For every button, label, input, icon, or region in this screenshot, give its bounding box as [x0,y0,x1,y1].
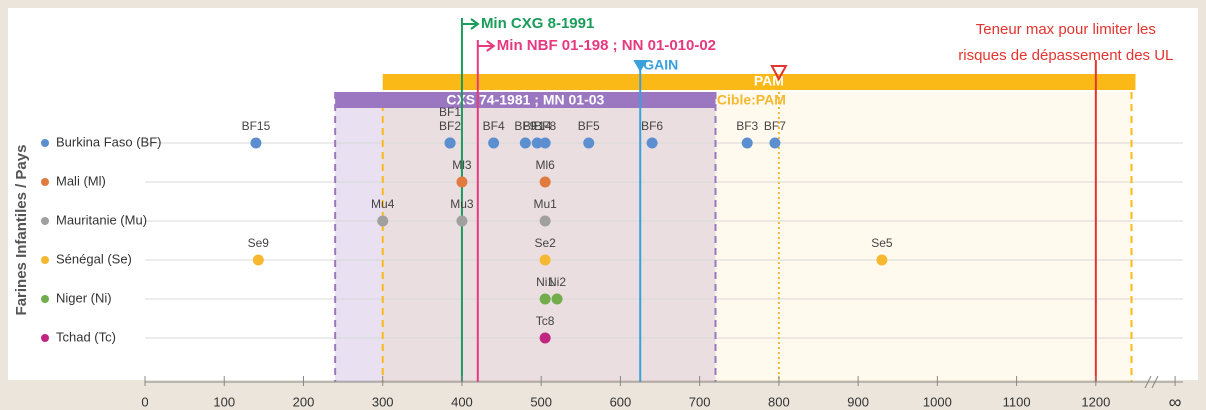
point-label: Mu1 [533,197,557,211]
band-bar [335,92,716,108]
x-tick-label: 300 [372,394,394,409]
point [646,137,658,149]
reference-arrow [461,18,480,30]
y-axis-title: Farines Infantiles / Pays [13,145,30,316]
reference-label: Min NBF 01-198 ; NN 01-010-02 [497,37,716,54]
x-tick-label: 900 [847,394,869,409]
x-tick-label: 400 [451,394,473,409]
point [250,137,262,149]
legend-dot [41,139,49,147]
category-label: Burkina Faso (BF) [56,134,161,149]
point [519,137,531,149]
target-marker [770,65,788,82]
x-tick-label: 600 [610,394,632,409]
point [456,176,468,188]
legend-dot [41,217,49,225]
target-label: Cible:PAM [717,92,786,108]
band-label: PAM [754,73,784,89]
point [539,137,551,149]
point [539,293,551,305]
category-label: Tchad (Tc) [56,329,116,344]
point-label: BF9 [514,119,536,133]
point [488,137,500,149]
reference-arrow [477,40,496,52]
reference-label: Teneur max pour limiter les [976,21,1156,38]
x-tick-label: ∞ [1169,392,1182,410]
point [456,215,468,227]
point [741,137,753,149]
point [377,215,389,227]
x-tick-label: 100 [213,394,235,409]
point-label: BF2 [439,119,461,133]
point [444,137,456,149]
band-area [382,92,1132,382]
point [539,332,551,344]
point-label: BF6 [641,119,663,133]
category-label: Mali (Ml) [56,173,106,188]
point-label: BF8 [534,119,556,133]
reference-label: risques de dépassement des UL [958,47,1173,64]
point [252,254,264,266]
panel [8,8,1198,380]
point-label: Ni1 [536,275,554,289]
point-label: BF15 [242,119,271,133]
point-label: Se2 [534,236,556,250]
reference-label: Min CXG 8-1991 [481,15,594,32]
point-label: Se9 [248,236,270,250]
point-label: Ml3 [452,158,472,172]
band-label: CXS 74-1981 ; MN 01-03 [446,92,604,108]
point-label: BF3 [736,119,758,133]
point [551,293,563,305]
x-tick-label: 200 [293,394,315,409]
point-label: BF5 [578,119,600,133]
point-label: BF7 [764,119,786,133]
point-label: Se5 [871,236,893,250]
point-label: BF1 [439,105,461,119]
x-tick-label: 1200 [1081,394,1110,409]
x-tick-label: 700 [689,394,711,409]
axis-break [1144,375,1159,389]
category-label: Sénégal (Se) [56,251,132,266]
x-tick-label: 1000 [923,394,952,409]
category-label: Mauritanie (Mu) [56,212,147,227]
point [531,137,543,149]
point-label: Ni2 [548,275,566,289]
reference-label: GAIN [643,57,678,73]
reference-marker [633,60,648,72]
point-label: Tc8 [536,314,555,328]
point [583,137,595,149]
point-label: Mu3 [450,197,474,211]
point-label: Ml6 [535,158,555,172]
legend-dot [41,295,49,303]
point [539,254,551,266]
point-label: Mu4 [371,197,395,211]
point [539,176,551,188]
legend-dot [41,256,49,264]
category-label: Niger (Ni) [56,290,112,305]
x-tick-label: 0 [141,394,148,409]
x-tick-label: 500 [530,394,552,409]
point [539,215,551,227]
point [769,137,781,149]
band-bar [382,74,1136,90]
legend-dot [41,334,49,342]
point-label: BF4 [483,119,505,133]
point-label: BF14 [523,119,552,133]
point [876,254,888,266]
x-tick-label: 800 [768,394,790,409]
x-tick-label: 1100 [1003,394,1031,409]
legend-dot [41,178,49,186]
